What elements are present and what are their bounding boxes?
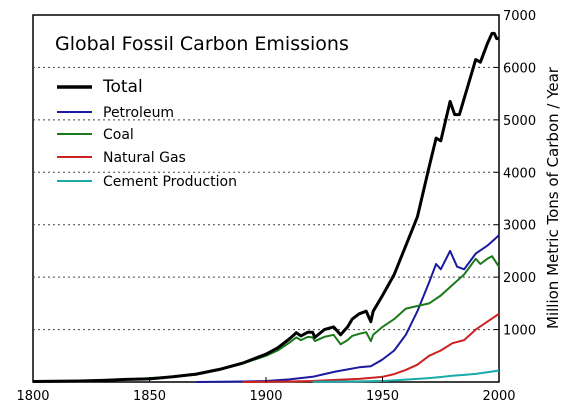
chart-title: Global Fossil Carbon Emissions <box>55 33 349 55</box>
y-tick-label: 2000 <box>503 271 536 286</box>
x-axis-ticks: 1800 1850 1900 1950 2000 <box>16 377 516 404</box>
x-tick-label: 1800 <box>16 389 49 404</box>
y-tick-label: 5000 <box>503 114 536 129</box>
y-tick-label: 4000 <box>503 166 536 181</box>
series-line-cement-production <box>312 369 500 383</box>
y-tick-label: 6000 <box>503 61 536 76</box>
y-axis-ticks: 1000 2000 3000 4000 5000 6000 7000 <box>494 9 536 339</box>
legend: Total Petroleum Coal Natural Gas Cement Prod… <box>57 77 237 190</box>
legend-label: Coal <box>103 127 134 143</box>
series-line-coal <box>32 255 500 383</box>
legend-label: Cement Production <box>103 174 237 190</box>
legend-label: Total <box>102 77 143 97</box>
series-line-total <box>32 31 499 383</box>
y-axis-label: Million Metric Tons of Carbon / Year <box>544 66 562 329</box>
series-line-natural-gas <box>242 312 500 383</box>
series-layer <box>32 31 500 383</box>
y-tick-label: 7000 <box>503 9 536 24</box>
plot-frame <box>32 14 500 383</box>
series-line-petroleum <box>196 234 500 383</box>
y-tick-label: 3000 <box>503 219 536 234</box>
x-tick-label: 2000 <box>482 389 515 404</box>
legend-label: Petroleum <box>103 105 174 121</box>
legend-label: Natural Gas <box>103 150 186 166</box>
x-tick-label: 1900 <box>249 389 282 404</box>
x-tick-label: 1850 <box>133 389 166 404</box>
x-tick-label: 1950 <box>366 389 399 404</box>
y-tick-label: 1000 <box>503 324 536 339</box>
